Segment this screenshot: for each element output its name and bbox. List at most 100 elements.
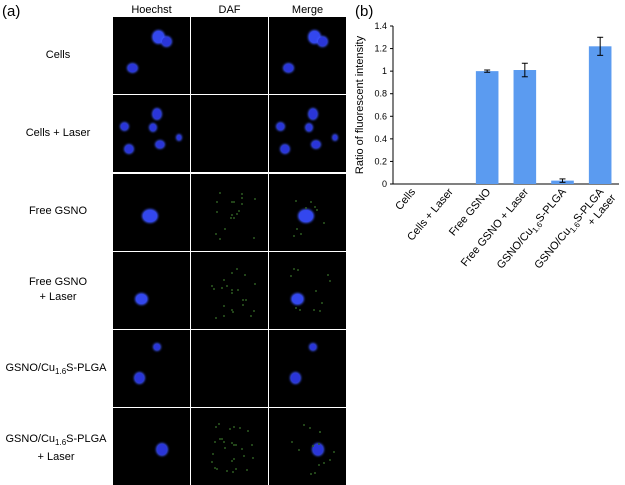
daf-signal [229,216,232,219]
daf-signal [214,467,217,470]
microscopy-tile [113,330,190,407]
row-label-gsno-cus-plga-laser: GSNO/Cu1.6S-PLGA + Laser [4,432,108,465]
daf-signal [311,445,314,448]
panel-b-label: (b) [355,3,374,20]
daf-signal [231,471,234,474]
daf-signal [235,468,238,471]
cell-nucleus [310,344,316,350]
row-label-text-line2: + Laser [39,291,77,303]
daf-signal [292,268,295,271]
daf-signal [230,308,233,311]
daf-signal [223,314,225,317]
daf-signal [317,464,320,467]
daf-signal [211,460,214,463]
bar [513,70,537,184]
daf-signal [215,316,218,319]
daf-signal [218,238,221,241]
daf-signal [316,209,319,212]
daf-signal [216,201,219,204]
daf-signal [329,280,332,283]
microscopy-tile [269,174,346,251]
daf-signal [225,284,228,287]
daf-signal [315,290,318,293]
cell-nucleus [154,344,160,350]
daf-signal [318,310,321,313]
daf-signal [310,472,312,475]
bar [475,71,499,184]
row-label-text: GSNO/Cu [5,362,56,374]
daf-signal [230,214,233,217]
daf-signal [223,447,226,450]
daf-signal [231,288,234,291]
daf-signal [252,310,255,313]
daf-signal [241,203,244,206]
cell-nucleus [162,37,171,46]
bar [588,46,612,184]
cell-nucleus [156,141,164,148]
column-header-daf: DAF [218,4,241,16]
daf-signal [292,235,295,238]
daf-signal [237,209,240,212]
microscopy-tile [113,95,190,172]
daf-signal [222,278,225,281]
x-tick-label: GSNO/Cu1.6S-PLGA [532,186,608,273]
cell-nucleus [292,294,303,304]
cell-nucleus [125,145,133,153]
daf-signal [304,206,307,209]
microscopy-tile [191,174,268,251]
daf-signal [212,453,215,456]
daf-signal [253,237,256,240]
cell-nucleus [153,31,164,43]
microscopy-tile [269,252,346,329]
x-tick-label: Cells [393,186,418,213]
daf-signal [232,443,235,446]
cell-nucleus [157,444,167,455]
daf-signal [218,423,221,426]
daf-signal [231,200,234,203]
daf-signal [237,289,240,292]
daf-signal [231,310,234,313]
daf-signal [211,284,214,287]
daf-signal [246,468,249,471]
daf-signal [290,274,293,277]
daf-signal [313,308,316,311]
row-label-free-gsno: Free GSNO [6,204,110,219]
daf-signal [295,200,298,203]
daf-signal [240,447,243,450]
daf-signal [240,192,243,195]
y-tick-label: 0.6 [374,111,387,121]
row-label-text: Cells [45,49,71,61]
microscopy-tile [269,95,346,172]
daf-signal [310,200,313,203]
daf-signal [213,440,216,443]
row-label-free-gsno-laser: Free GSNO + Laser [6,275,110,305]
daf-signal [233,200,236,203]
daf-signal [235,268,238,271]
daf-signal [251,456,254,459]
daf-signal [234,444,237,447]
cell-nucleus [136,294,147,304]
cell-nucleus [309,109,317,119]
daf-signal [241,303,244,306]
y-tick-label: 0.4 [374,134,387,144]
daf-signal [294,306,297,309]
cell-nucleus [150,124,156,131]
daf-signal [313,205,316,208]
cell-nucleus [153,109,161,119]
x-tick-label: GSNO/Cu1.6S-PLGA [495,186,571,273]
daf-signal [223,440,226,443]
daf-signal [320,301,323,304]
row-label-cells: Cells [6,48,110,63]
daf-signal [328,459,331,462]
daf-signal [241,299,244,302]
daf-signal [253,283,256,286]
cell-nucleus [318,37,327,46]
microscopy-tile [269,17,346,94]
daf-signal [250,443,253,446]
row-label-text: S-PLGA [66,433,107,445]
row-label-text: S-PLGA [66,362,107,374]
daf-signal [295,227,298,230]
daf-signal [332,450,335,453]
daf-signal [214,426,217,429]
